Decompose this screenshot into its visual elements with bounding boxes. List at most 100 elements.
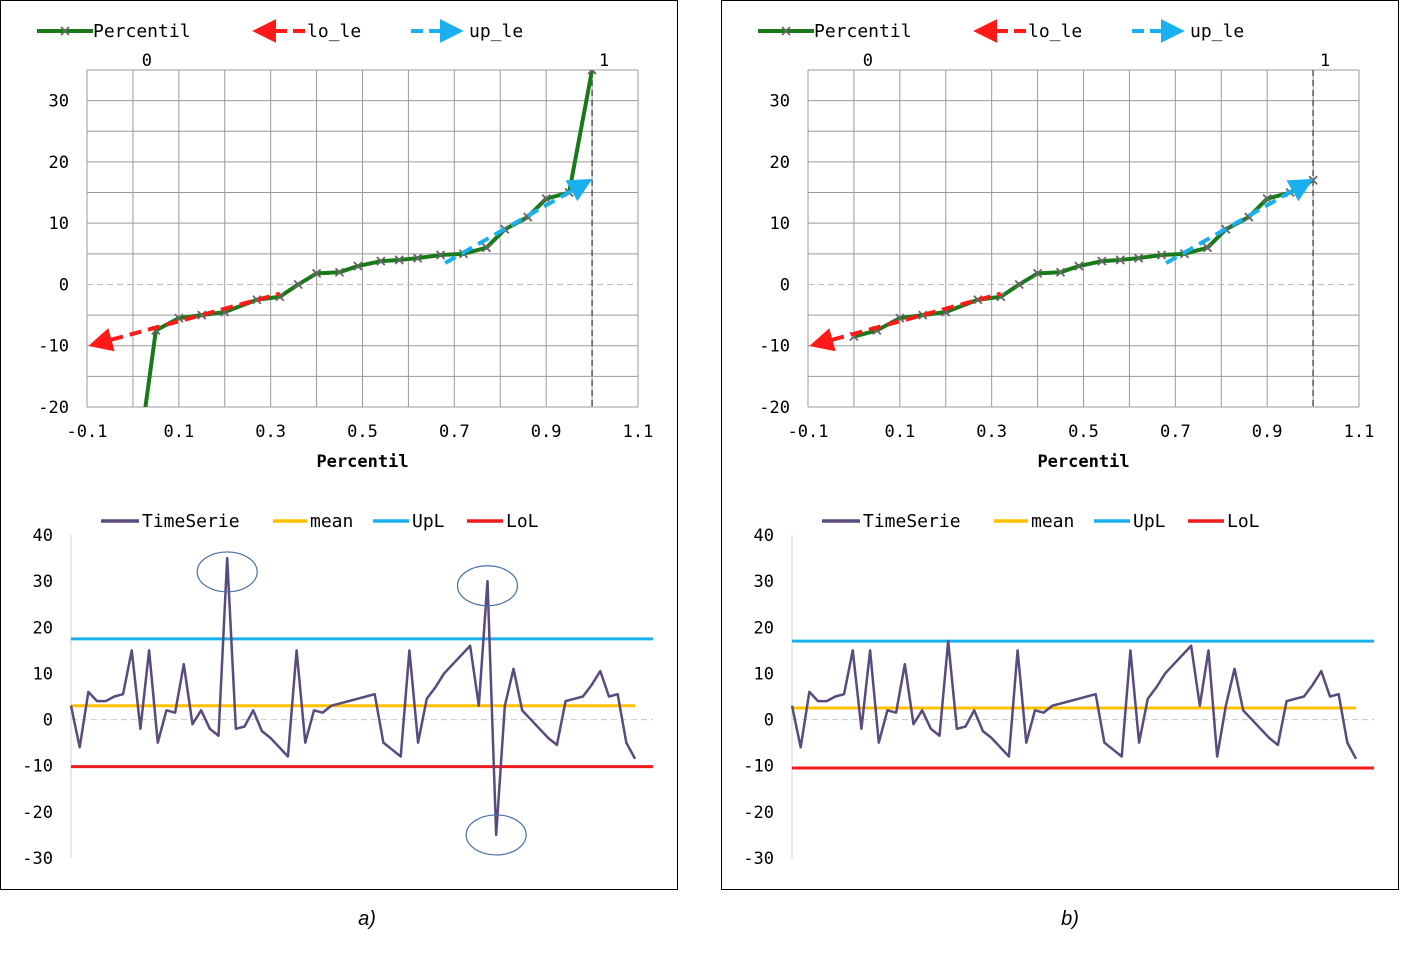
panel-a-charts: -20 -10 0 10 20 30 -0.1 0.1 0.3 0.5 0.7 0.9 1.1 0 1 Per…	[22, 19, 654, 869]
x-tick-label: 0.3	[976, 422, 1007, 442]
x-tick-label: 0.3	[255, 422, 286, 442]
percentil-marker	[334, 267, 345, 277]
y-tick-label: 10	[754, 664, 774, 684]
x-tick-label: -0.1	[788, 422, 829, 442]
y-tick-label: 30	[754, 572, 774, 592]
y-tick-label: 10	[49, 214, 69, 234]
up-le-line	[444, 178, 593, 265]
percentil-marker	[973, 295, 983, 305]
legend-marker-percentil	[781, 26, 791, 36]
y-tick-label: 20	[33, 618, 53, 638]
y-tick-label: -10	[22, 757, 53, 777]
legend-label: UpL	[412, 511, 445, 532]
x-tick-label: 1.1	[623, 422, 654, 442]
y-tick-label: -20	[743, 803, 774, 823]
timeseries-legend: TimeSerie mean UpL LoL	[101, 511, 539, 532]
y-tick-label: 0	[780, 275, 790, 295]
timeseries-chart: -30 -20 -10 0 10 20 30 40 TimeSerie mean UpL LoL	[22, 511, 653, 869]
legend-label-up-le: up_le	[469, 21, 523, 42]
percentil-marker	[1156, 250, 1167, 260]
lo-le-line	[809, 291, 1002, 352]
y-tick-label: 30	[49, 92, 69, 112]
y-tick-label: -10	[38, 337, 69, 357]
legend-label: LoL	[506, 511, 539, 532]
y-tick-label: 10	[33, 664, 53, 684]
top-axis-label: 1	[599, 51, 609, 71]
legend-label-percentil: Percentil	[93, 21, 191, 42]
y-tick-label: 10	[770, 214, 790, 234]
percentil-marker	[1202, 243, 1213, 253]
y-tick-label: 0	[43, 711, 53, 731]
y-tick-label: -10	[743, 757, 774, 777]
lo-le-line	[88, 291, 281, 352]
x-tick-label: 0.1	[163, 422, 194, 442]
percentil-marker	[1097, 256, 1107, 266]
timeserie-line	[69, 556, 637, 837]
percentil-marker	[587, 70, 597, 75]
outlier-circle	[456, 565, 519, 607]
percentil-marker	[252, 295, 262, 305]
top-axis-label: 0	[863, 51, 873, 71]
legend-label: mean	[310, 511, 353, 532]
top-axis-label: 1	[1320, 51, 1330, 71]
percentil-marker	[311, 268, 322, 279]
y-tick-label: 40	[754, 526, 774, 546]
percentil-marker	[541, 194, 551, 204]
y-tick-label: -20	[759, 398, 790, 418]
percentil-marker	[435, 250, 446, 260]
y-tick-label: -30	[22, 849, 53, 869]
legend-label-lo-le: lo_le	[1028, 21, 1082, 42]
legend-label: UpL	[1133, 511, 1166, 532]
outlier-circle	[465, 814, 527, 856]
legend-label: LoL	[1227, 511, 1260, 532]
percentil-chart: -20 -10 0 10 20 30 -0.1 0.1 0.3 0.5 0.7 0.9 1.1 0 1 Per…	[758, 19, 1375, 472]
percentil-marker	[1074, 261, 1084, 271]
x-tick-label: 0.7	[1160, 422, 1191, 442]
x-tick-label: 0.1	[884, 422, 915, 442]
legend-label-lo-le: lo_le	[307, 21, 361, 42]
y-tick-label: -20	[38, 398, 69, 418]
panel-b: -20 -10 0 10 20 30 -0.1 0.1 0.3 0.5 0.7 0.9 1.1 0 1 Per…	[721, 0, 1399, 890]
y-tick-label: 20	[770, 153, 790, 173]
y-tick-label: 20	[49, 153, 69, 173]
percentil-marker	[1032, 268, 1043, 279]
timeserie-line	[790, 639, 1358, 760]
legend-label: TimeSerie	[863, 511, 961, 532]
legend-label-percentil: Percentil	[814, 21, 912, 42]
x-tick-label: -0.1	[67, 422, 108, 442]
legend-label: TimeSerie	[142, 511, 240, 532]
percentil-chart: -20 -10 0 10 20 30 -0.1 0.1 0.3 0.5 0.7 0.9 1.1 0 1 Per…	[37, 19, 654, 472]
caption-b: b)	[1061, 908, 1079, 930]
percentil-marker	[481, 243, 492, 253]
x-tick-label: 0.9	[1252, 422, 1283, 442]
percentil-legend: Percentil lo_le up_le	[758, 19, 1244, 43]
timeseries-legend: TimeSerie mean UpL LoL	[822, 511, 1260, 532]
x-tick-label: 1.1	[1344, 422, 1375, 442]
x-axis-title: Percentil	[1037, 452, 1129, 472]
y-tick-label: -30	[743, 849, 774, 869]
percentil-marker	[376, 256, 386, 266]
x-tick-label: 0.7	[439, 422, 470, 442]
percentil-marker	[1133, 253, 1144, 263]
panel-a: -20 -10 0 10 20 30 -0.1 0.1 0.3 0.5 0.7 0.9 1.1 0 1 Per…	[0, 0, 678, 890]
y-tick-label: 40	[33, 526, 53, 546]
y-tick-label: 30	[33, 572, 53, 592]
x-tick-label: 0.5	[1068, 422, 1099, 442]
x-tick-label: 0.5	[347, 422, 378, 442]
x-axis-title: Percentil	[316, 452, 408, 472]
percentil-marker	[1055, 267, 1066, 277]
top-axis-label: 0	[142, 51, 152, 71]
y-tick-label: 20	[754, 618, 774, 638]
percentil-marker	[1115, 255, 1125, 265]
panel-b-charts: -20 -10 0 10 20 30 -0.1 0.1 0.3 0.5 0.7 0.9 1.1 0 1 Per…	[743, 19, 1375, 869]
y-tick-label: -10	[759, 337, 790, 357]
caption-a: a)	[358, 908, 376, 930]
y-tick-label: 30	[770, 92, 790, 112]
legend-label-up-le: up_le	[1190, 21, 1244, 42]
timeseries-chart: -30 -20 -10 0 10 20 30 40 TimeSerie mean UpL LoL	[743, 511, 1374, 869]
percentil-marker	[412, 253, 423, 263]
y-tick-label: -20	[22, 803, 53, 823]
percentil-marker	[1262, 194, 1272, 204]
y-tick-label: 0	[59, 275, 69, 295]
percentil-marker	[353, 261, 363, 271]
